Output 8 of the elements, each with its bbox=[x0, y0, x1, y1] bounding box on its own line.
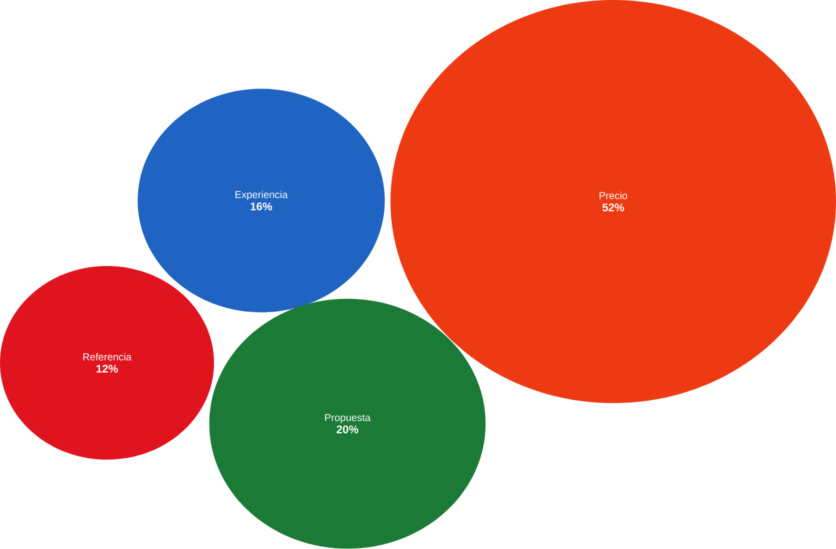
data-label: 12% bbox=[96, 364, 118, 373]
data-label: 20% bbox=[336, 426, 358, 434]
category-label: Precio bbox=[600, 192, 628, 200]
category-label: Propuesta bbox=[325, 414, 371, 424]
category-label: Experiencia bbox=[236, 190, 288, 200]
data-label: 16% bbox=[250, 202, 272, 210]
data-label: 52% bbox=[602, 204, 624, 212]
category-label: Referencia bbox=[83, 353, 132, 361]
